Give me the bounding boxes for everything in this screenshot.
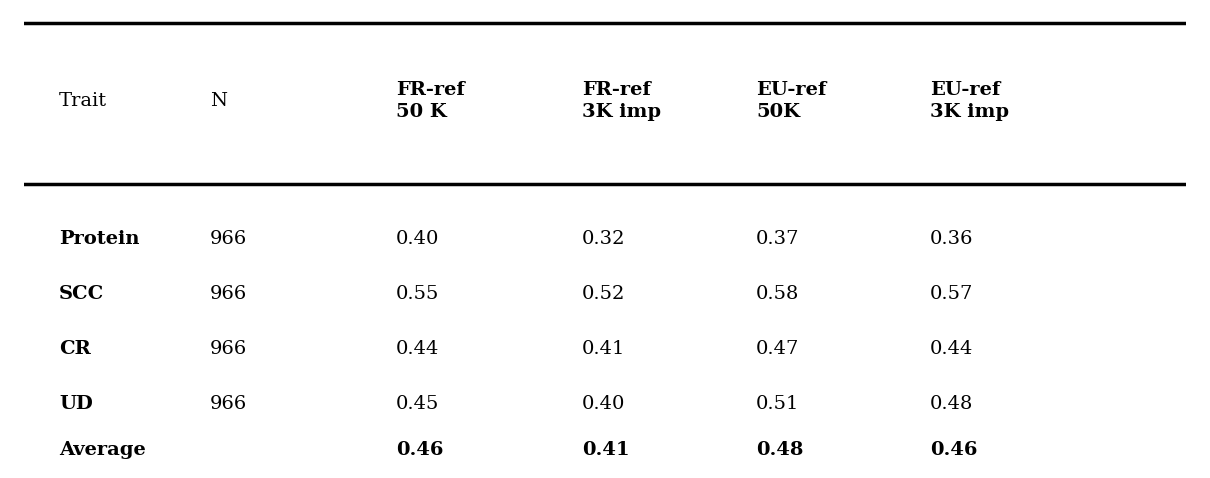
Text: 0.37: 0.37 xyxy=(756,230,800,248)
Text: EU-ref
50K: EU-ref 50K xyxy=(756,81,826,121)
Text: 0.45: 0.45 xyxy=(396,395,439,413)
Text: 0.57: 0.57 xyxy=(930,285,974,303)
Text: 0.48: 0.48 xyxy=(756,441,803,459)
Text: 966: 966 xyxy=(211,285,247,303)
Text: 0.40: 0.40 xyxy=(582,395,626,413)
Text: CR: CR xyxy=(59,340,91,358)
Text: 0.52: 0.52 xyxy=(582,285,626,303)
Text: 0.46: 0.46 xyxy=(396,441,443,459)
Text: SCC: SCC xyxy=(59,285,104,303)
Text: UD: UD xyxy=(59,395,93,413)
Text: 0.51: 0.51 xyxy=(756,395,800,413)
Text: 966: 966 xyxy=(211,230,247,248)
Text: FR-ref
3K imp: FR-ref 3K imp xyxy=(582,81,661,121)
Text: 0.55: 0.55 xyxy=(396,285,439,303)
Text: 0.58: 0.58 xyxy=(756,285,800,303)
Text: Protein: Protein xyxy=(59,230,139,248)
Text: 0.41: 0.41 xyxy=(582,340,626,358)
Text: 966: 966 xyxy=(211,395,247,413)
Text: N: N xyxy=(211,92,227,110)
Text: 0.46: 0.46 xyxy=(930,441,978,459)
Text: 0.44: 0.44 xyxy=(930,340,974,358)
Text: 0.47: 0.47 xyxy=(756,340,800,358)
Text: 966: 966 xyxy=(211,340,247,358)
Text: EU-ref
3K imp: EU-ref 3K imp xyxy=(930,81,1009,121)
Text: Average: Average xyxy=(59,441,145,459)
Text: 0.32: 0.32 xyxy=(582,230,626,248)
Text: 0.36: 0.36 xyxy=(930,230,974,248)
Text: 0.48: 0.48 xyxy=(930,395,974,413)
Text: Trait: Trait xyxy=(59,92,108,110)
Text: 0.40: 0.40 xyxy=(396,230,439,248)
Text: FR-ref
50 K: FR-ref 50 K xyxy=(396,81,465,121)
Text: 0.44: 0.44 xyxy=(396,340,439,358)
Text: 0.41: 0.41 xyxy=(582,441,629,459)
